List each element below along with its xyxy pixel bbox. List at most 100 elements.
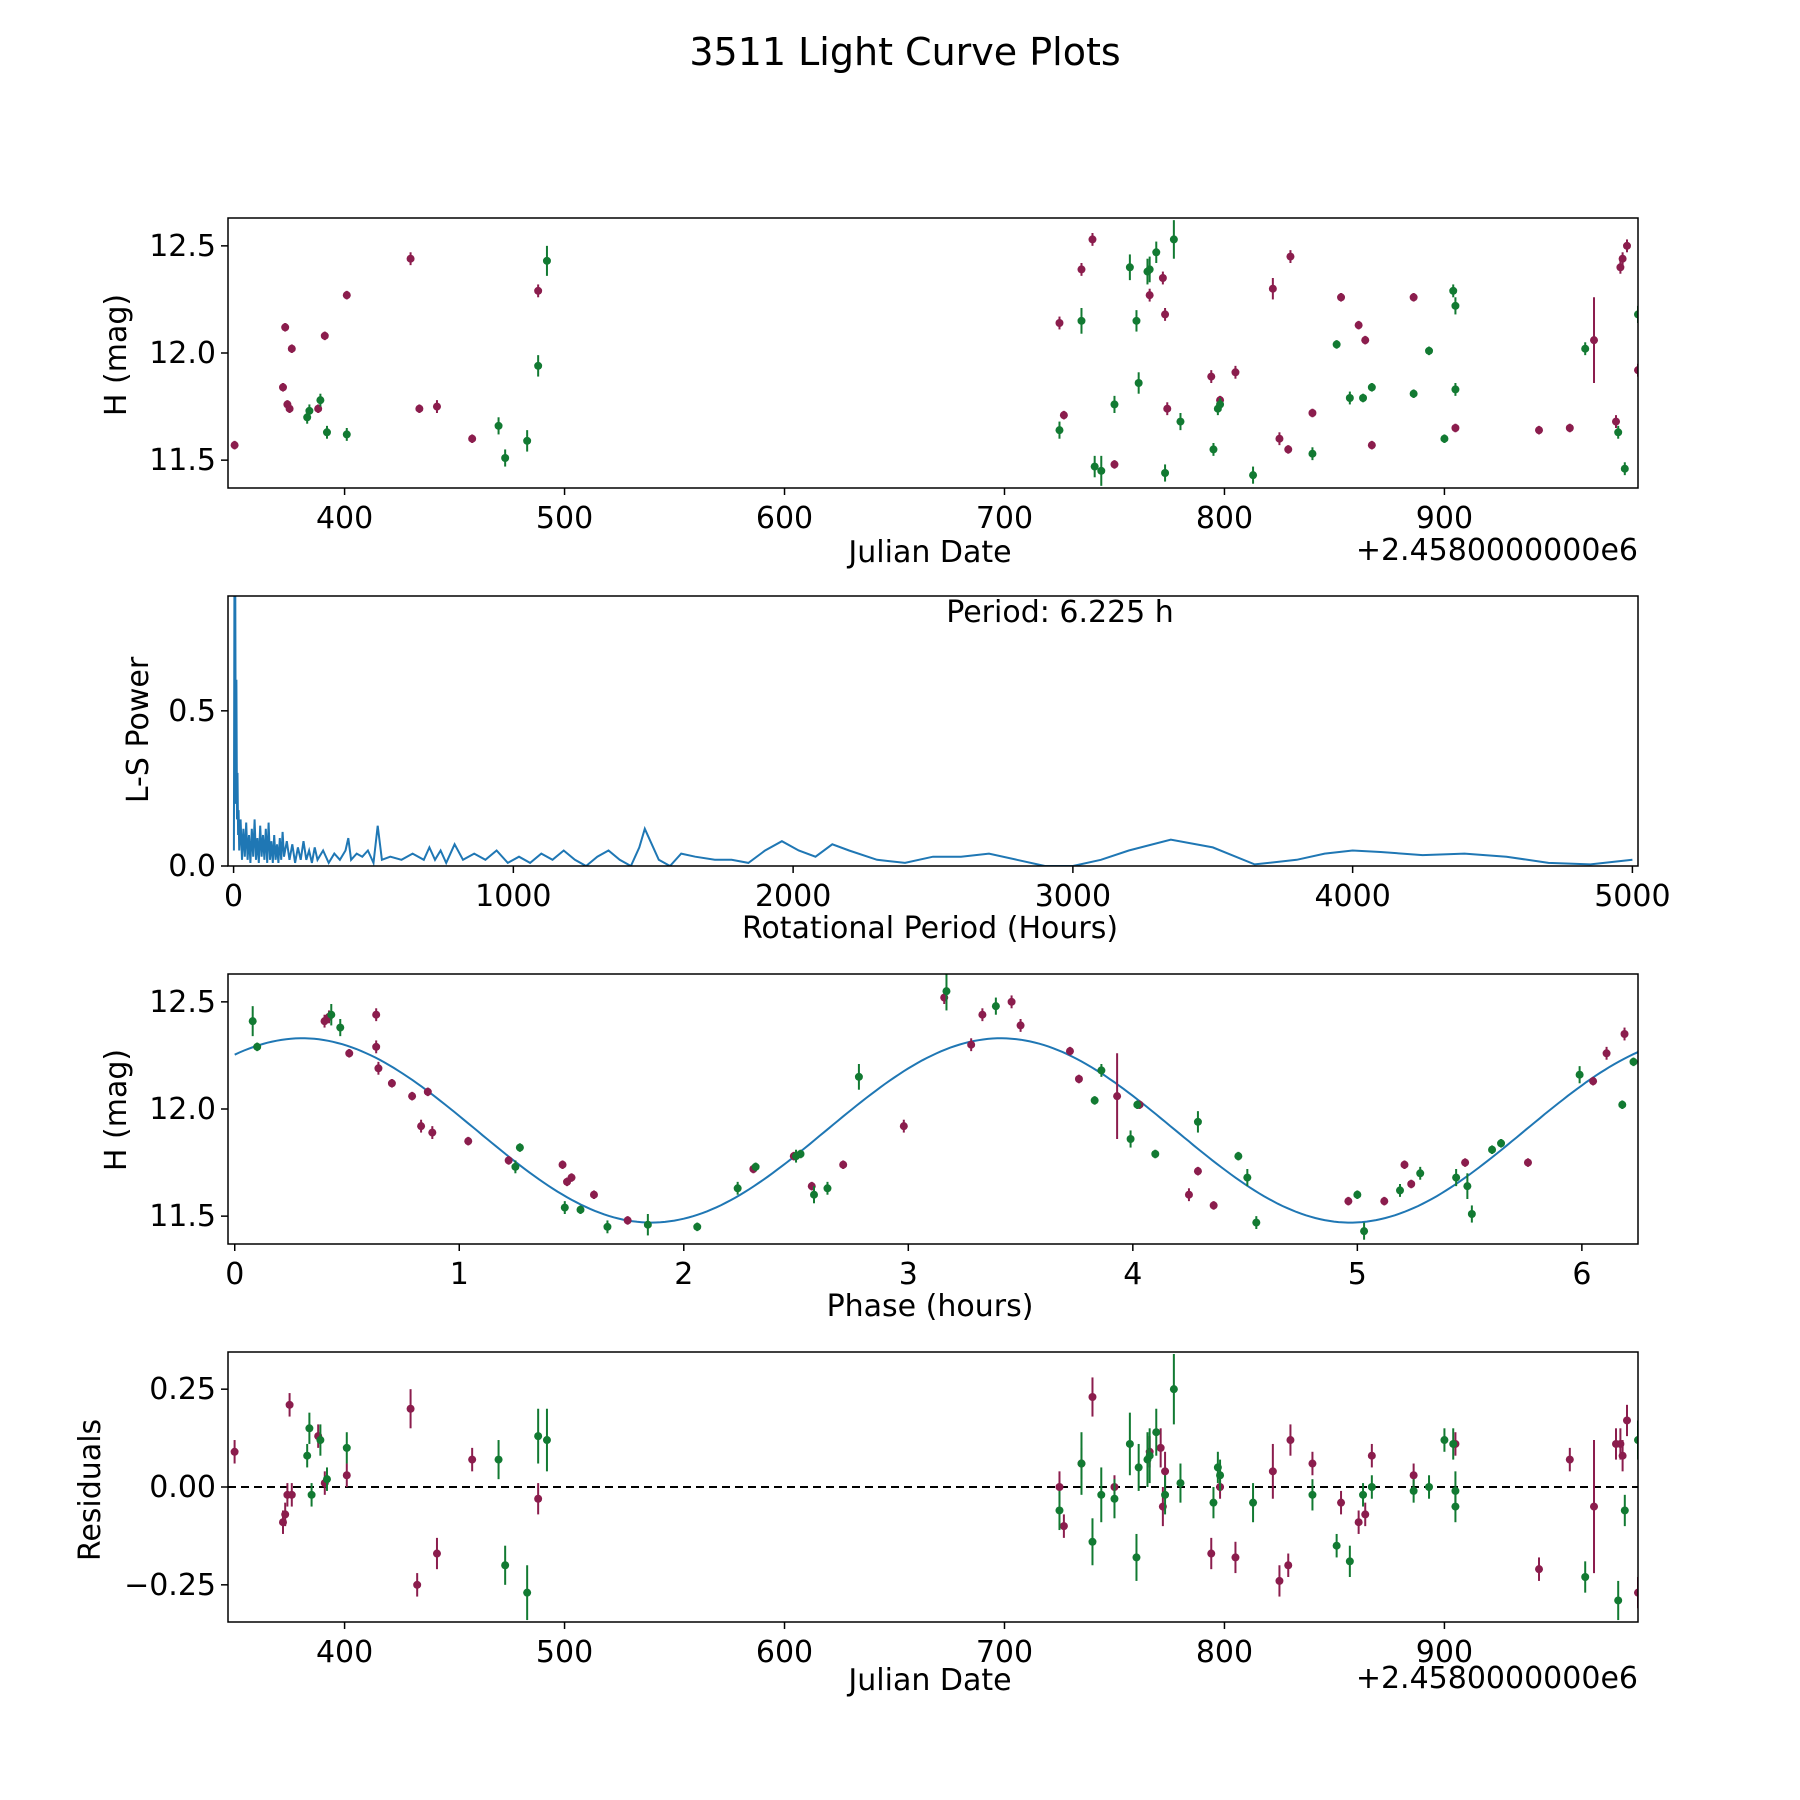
data-point-red [415, 404, 424, 413]
residuals-plot-area [228, 1353, 1638, 1621]
data-point-green [1332, 340, 1341, 349]
periodogram-xlabel: Rotational Period (Hours) [742, 911, 1118, 946]
data-point-green [1367, 1483, 1376, 1491]
data-point-green [1132, 316, 1141, 325]
data-point-green [796, 1150, 805, 1158]
data-point-green [1134, 1463, 1143, 1472]
data-point-green [1396, 1186, 1405, 1195]
x-tick-label: 4 [1123, 1257, 1142, 1292]
data-point-red [899, 1122, 908, 1131]
data-point-red [1145, 291, 1154, 300]
data-point-green [991, 1002, 1000, 1011]
data-point-red [1407, 1180, 1416, 1188]
x-tick-label: 700 [976, 501, 1033, 536]
data-point-green [515, 1143, 524, 1152]
y-tick-label: 11.5 [149, 443, 216, 478]
data-point-red [372, 1042, 381, 1051]
data-point-green [603, 1222, 612, 1231]
data-point-red [1602, 1049, 1611, 1058]
data-point-green [1216, 400, 1225, 409]
data-point-green [1581, 344, 1590, 353]
data-point-green [1161, 1490, 1170, 1499]
lightcurve-offset-label: +2.4580000000e6 [1356, 533, 1638, 568]
data-point-red [1161, 310, 1170, 319]
data-point-red [1361, 1510, 1370, 1519]
x-tick-label: 5 [1348, 1257, 1367, 1292]
data-point-green [542, 256, 551, 265]
residuals-offset-label: +2.4580000000e6 [1356, 1661, 1638, 1696]
data-point-green [511, 1162, 520, 1171]
data-point-red [1275, 434, 1284, 443]
data-point-green [1353, 1190, 1362, 1199]
data-point-green [1145, 1451, 1154, 1460]
data-point-red [423, 1087, 432, 1096]
data-point-red [1565, 424, 1574, 432]
data-point-green [643, 1220, 652, 1229]
data-point-green [1497, 1139, 1506, 1148]
periodogram-annotation: Period: 6.225 h [946, 595, 1174, 630]
data-point-green [1151, 1150, 1160, 1158]
data-point-green [1440, 1436, 1449, 1445]
x-tick-label: 3 [899, 1257, 918, 1292]
data-point-red [1634, 366, 1638, 375]
data-point-green [1145, 265, 1154, 274]
data-point-red [345, 1049, 354, 1058]
data-point-green [1161, 469, 1170, 477]
data-point-green [1126, 1135, 1135, 1143]
data-point-red [1286, 252, 1295, 261]
x-tick-label: 0 [225, 1257, 244, 1292]
data-point-green [854, 1072, 863, 1081]
residuals-panel: Residuals Julian Date +2.4580000000e6 40… [73, 1351, 1639, 1698]
data-point-red [839, 1160, 848, 1169]
data-point-red [281, 1510, 290, 1519]
data-point-green [1451, 301, 1460, 310]
data-point-green [1249, 1498, 1258, 1507]
data-point-green [1425, 346, 1434, 355]
data-point-red [1284, 445, 1293, 454]
data-point-green [1216, 1471, 1225, 1480]
data-point-green [1620, 464, 1629, 473]
periodogram-ylabel: L-S Power [121, 656, 156, 803]
data-point-green [1110, 1494, 1119, 1503]
data-point-green [336, 1023, 345, 1032]
data-point-red [1074, 1075, 1083, 1083]
phasefold-axes-frame [227, 973, 1639, 1245]
data-point-green [1133, 1100, 1142, 1109]
x-tick-label: 5000 [1594, 879, 1670, 914]
phasefold-plot-area [234, 974, 1638, 1240]
data-point-green [1409, 389, 1418, 398]
data-point-red [432, 402, 441, 411]
x-tick-label: 400 [316, 501, 373, 536]
data-point-red [1088, 1393, 1097, 1401]
data-point-red [558, 1160, 567, 1169]
data-point-red [1337, 293, 1346, 302]
data-point-green [1169, 235, 1178, 244]
data-point-green [1409, 1486, 1418, 1495]
data-point-green [1452, 1173, 1461, 1182]
data-point-green [1090, 1096, 1099, 1105]
data-point-red [1193, 1167, 1202, 1176]
data-point-green [1629, 1057, 1638, 1066]
data-point-red [374, 1064, 383, 1073]
data-point-green [1097, 1490, 1106, 1499]
data-point-green [307, 1490, 316, 1499]
data-point-green [1359, 1490, 1368, 1499]
residuals-ylabel: Residuals [73, 1419, 108, 1561]
data-point-red [1156, 1443, 1165, 1452]
y-tick-label: 12.5 [149, 229, 216, 264]
data-point-green [1055, 1506, 1064, 1515]
data-point-red [342, 1471, 351, 1480]
phasefold-ylabel: H (mag) [99, 1049, 134, 1171]
data-point-red [1158, 274, 1167, 282]
data-point-green [523, 436, 532, 445]
data-point-green [1252, 1218, 1261, 1227]
data-point-red [1077, 265, 1086, 274]
x-tick-label: 500 [536, 501, 593, 536]
data-point-red [1209, 1201, 1218, 1210]
data-point-red [432, 1549, 441, 1558]
data-point-green [253, 1042, 262, 1051]
lightcurve-xlabel: Julian Date [846, 535, 1011, 570]
data-point-green [1132, 1553, 1141, 1562]
y-tick-label: 12.0 [149, 336, 216, 371]
data-point-red [1380, 1197, 1389, 1206]
